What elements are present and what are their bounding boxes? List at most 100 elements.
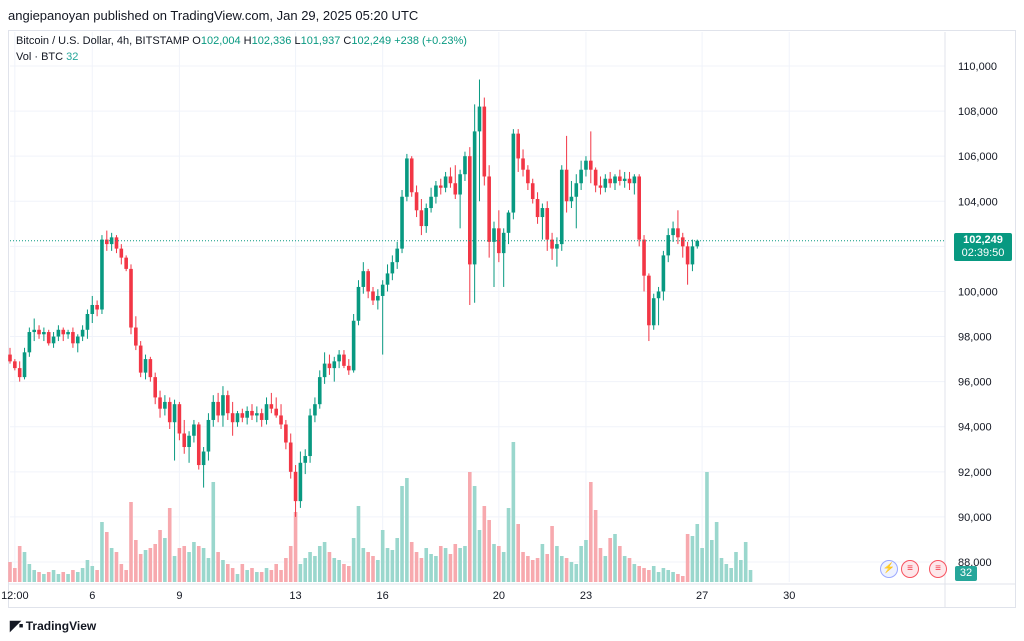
open-value: 102,004	[200, 35, 241, 47]
y-tick-label: 108,000	[958, 106, 998, 118]
volume-bar	[376, 560, 380, 582]
candle-body	[618, 176, 622, 181]
volume-bar	[492, 544, 496, 582]
candle-body	[143, 359, 148, 373]
y-tick-label: 94,000	[958, 422, 992, 434]
candle-body	[651, 298, 656, 326]
volume-bar	[734, 552, 738, 582]
volume-bar	[516, 524, 520, 582]
candle-body	[492, 228, 496, 242]
candle-body	[559, 169, 564, 245]
candle-body	[129, 268, 133, 328]
candle-body	[497, 228, 501, 254]
volume-bar	[550, 526, 554, 582]
volume-bar	[109, 548, 114, 582]
candle-body	[13, 361, 17, 369]
candle-body	[337, 354, 341, 362]
high-label: H	[243, 35, 252, 47]
candle-body	[27, 332, 32, 353]
candle-body	[608, 178, 612, 184]
volume-bar	[182, 546, 187, 582]
volume-bar	[666, 570, 671, 582]
candle-body	[42, 332, 46, 335]
candle-body	[90, 304, 95, 314]
volume-bar	[342, 564, 346, 582]
volume-bar	[32, 570, 36, 582]
close-value: 102,249	[351, 35, 392, 47]
low-value: 101,937	[300, 35, 341, 47]
volume-bar	[138, 554, 143, 582]
candle-body	[400, 196, 404, 249]
volume-bar	[584, 540, 588, 582]
candle-body	[293, 471, 298, 502]
lightning-icon[interactable]: ⚡	[880, 560, 898, 578]
candle-body	[56, 329, 61, 337]
candle-body	[250, 410, 254, 416]
candle-body	[501, 232, 506, 254]
candle-body	[603, 178, 608, 188]
volume-bar	[75, 572, 80, 582]
candle-body	[516, 133, 520, 159]
last-price-value: 102,249	[963, 234, 1003, 246]
volume-bar	[400, 486, 404, 582]
volume-bar	[695, 524, 700, 582]
volume-bar	[434, 556, 438, 582]
tradingview-logo-icon: ◤▪	[10, 617, 24, 633]
candle-body	[526, 169, 530, 184]
candle-body	[105, 239, 109, 245]
volume-bar	[351, 538, 356, 582]
y-tick-label: 104,000	[958, 196, 998, 208]
volume-bar	[618, 546, 622, 582]
candle-body	[468, 156, 472, 265]
candle-body	[274, 408, 278, 416]
volume-bar	[221, 560, 225, 582]
volume-bar	[501, 552, 506, 582]
volume-label[interactable]: Vol · BTC	[16, 51, 64, 63]
volume-bar	[530, 560, 535, 582]
candle-body	[429, 196, 433, 209]
candle-body	[424, 208, 429, 227]
volume-bar	[700, 548, 704, 582]
candle-body	[409, 158, 414, 193]
volume-bar	[637, 566, 641, 582]
volume-bar	[409, 542, 414, 582]
candle-body	[356, 286, 361, 321]
volume-bar	[748, 570, 753, 582]
candle-body	[308, 415, 312, 457]
x-tick-label: 23	[580, 590, 592, 602]
volume-bar	[743, 542, 748, 582]
y-tick-label: 98,000	[958, 332, 992, 344]
us-flag-icon[interactable]: ≡	[929, 560, 947, 578]
x-tick-label: 20	[493, 590, 505, 602]
volume-bar	[313, 556, 317, 582]
candle-body	[414, 192, 419, 211]
volume-bar	[642, 568, 646, 582]
candle-body	[332, 361, 337, 369]
candle-body	[405, 158, 409, 197]
volume-bar	[603, 556, 608, 582]
volume-bar	[555, 546, 559, 582]
volume-bar	[337, 560, 341, 582]
symbol-label[interactable]: Bitcoin / U.S. Dollar, 4h, BITSTAMP	[16, 35, 190, 47]
volume-bar	[226, 564, 230, 582]
candle-body	[342, 354, 346, 366]
us-flag-icon[interactable]: ≡	[901, 560, 919, 578]
candle-body	[535, 199, 540, 218]
volume-bar	[690, 536, 695, 582]
candle-body	[163, 401, 167, 409]
volume-bar	[22, 552, 27, 582]
volume-bar	[685, 534, 690, 582]
candle-body	[182, 433, 187, 448]
volume-bar	[497, 546, 501, 582]
volume-bar	[656, 572, 661, 582]
volume-bar	[390, 550, 395, 582]
volume-bar	[37, 572, 41, 582]
volume-bar	[521, 552, 525, 582]
chart-pane[interactable]	[8, 30, 1016, 608]
candle-body	[138, 345, 143, 373]
volume-bar	[153, 544, 157, 582]
candle-body	[506, 212, 511, 233]
candle-body	[666, 235, 671, 256]
candle-body	[477, 106, 482, 132]
